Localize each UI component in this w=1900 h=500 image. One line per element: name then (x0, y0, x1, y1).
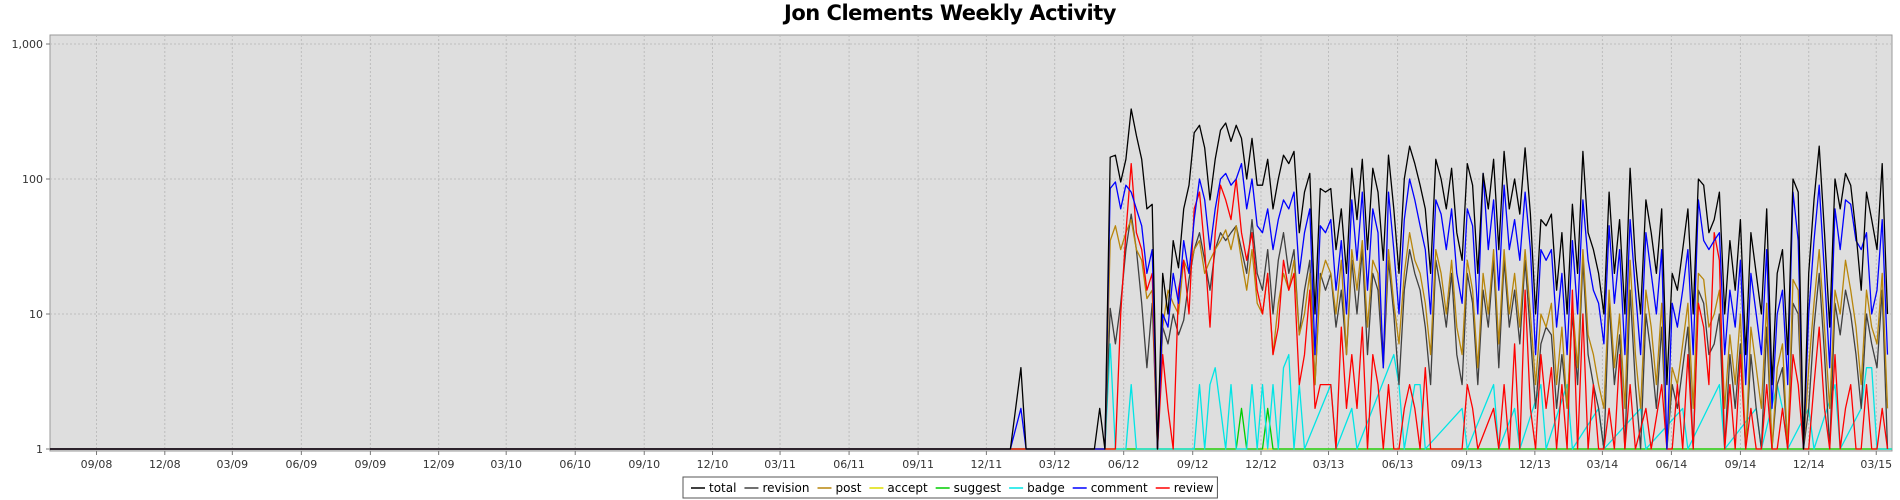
legend-item-revision: revision (744, 481, 809, 495)
chart-title: Jon Clements Weekly Activity (784, 1, 1116, 25)
x-tick-label: 12/10 (697, 458, 729, 471)
x-tick-label: 03/09 (216, 458, 248, 471)
series-line-total (50, 108, 1889, 450)
x-tick-label: 12/13 (1519, 458, 1551, 471)
x-tick-label: 09/09 (355, 458, 387, 471)
legend-label-badge: badge (1027, 481, 1065, 495)
legend-item-total: total (691, 481, 736, 495)
x-tick-label: 06/14 (1656, 458, 1688, 471)
x-tick-label: 06/10 (559, 458, 591, 471)
x-tick-label: 03/11 (764, 458, 796, 471)
plot-background (49, 34, 1893, 452)
x-axis: 09/08 12/08 03/09 06/09 09/09 12/09 03/10 06/10… (81, 451, 1892, 471)
x-tick-label: 12/08 (149, 458, 181, 471)
x-tick-label: 12/14 (1793, 458, 1825, 471)
series-line-suggest (50, 407, 1892, 450)
y-tick-label: 10 (29, 308, 43, 321)
y-tick-label: 1 (36, 443, 43, 456)
legend-label-accept: accept (887, 481, 928, 495)
series-line-comment (50, 162, 1889, 450)
legend-item-suggest: suggest (935, 481, 1002, 495)
series-line-post (50, 218, 1889, 450)
legend-label-review: review (1174, 481, 1214, 495)
x-tick-label: 03/13 (1313, 458, 1345, 471)
legend-label-comment: comment (1091, 481, 1148, 495)
x-tick-label: 09/11 (902, 458, 934, 471)
y-axis: 1 10 100 1,000 (12, 38, 50, 456)
legend-label-total: total (709, 481, 736, 495)
series-lines (50, 108, 1892, 450)
x-tick-label: 09/12 (1177, 458, 1209, 471)
legend-box (682, 476, 1218, 499)
y-tick-label: 100 (22, 173, 43, 186)
x-tick-label: 12/09 (423, 458, 455, 471)
x-tick-label: 06/09 (286, 458, 318, 471)
x-tick-label: 03/14 (1587, 458, 1619, 471)
x-tick-label: 06/12 (1108, 458, 1140, 471)
x-tick-label: 09/08 (81, 458, 113, 471)
x-tick-label: 09/10 (628, 458, 660, 471)
x-tick-label: 06/13 (1382, 458, 1414, 471)
x-tick-label: 03/10 (490, 458, 522, 471)
x-tick-label: 12/11 (971, 458, 1003, 471)
series-line-review (50, 162, 1889, 450)
legend-label-revision: revision (762, 481, 809, 495)
x-tick-label: 03/15 (1860, 458, 1892, 471)
x-tick-label: 03/12 (1039, 458, 1071, 471)
x-tick-label: 12/12 (1245, 458, 1277, 471)
legend-item-review: review (1155, 481, 1214, 495)
x-tick-label: 06/11 (833, 458, 865, 471)
x-tick-label: 09/13 (1451, 458, 1483, 471)
legend-item-badge: badge (1009, 481, 1065, 495)
legend-item-accept: accept (869, 481, 928, 495)
legend-label-post: post (835, 481, 861, 495)
legend-item-post: post (817, 481, 862, 495)
legend-item-comment: comment (1072, 481, 1148, 495)
y-tick-label: 1,000 (12, 38, 44, 51)
legend: total revision post accept suggest badge comme… (682, 476, 1218, 499)
x-tick-label: 09/14 (1725, 458, 1757, 471)
legend-label-suggest: suggest (954, 481, 1002, 495)
